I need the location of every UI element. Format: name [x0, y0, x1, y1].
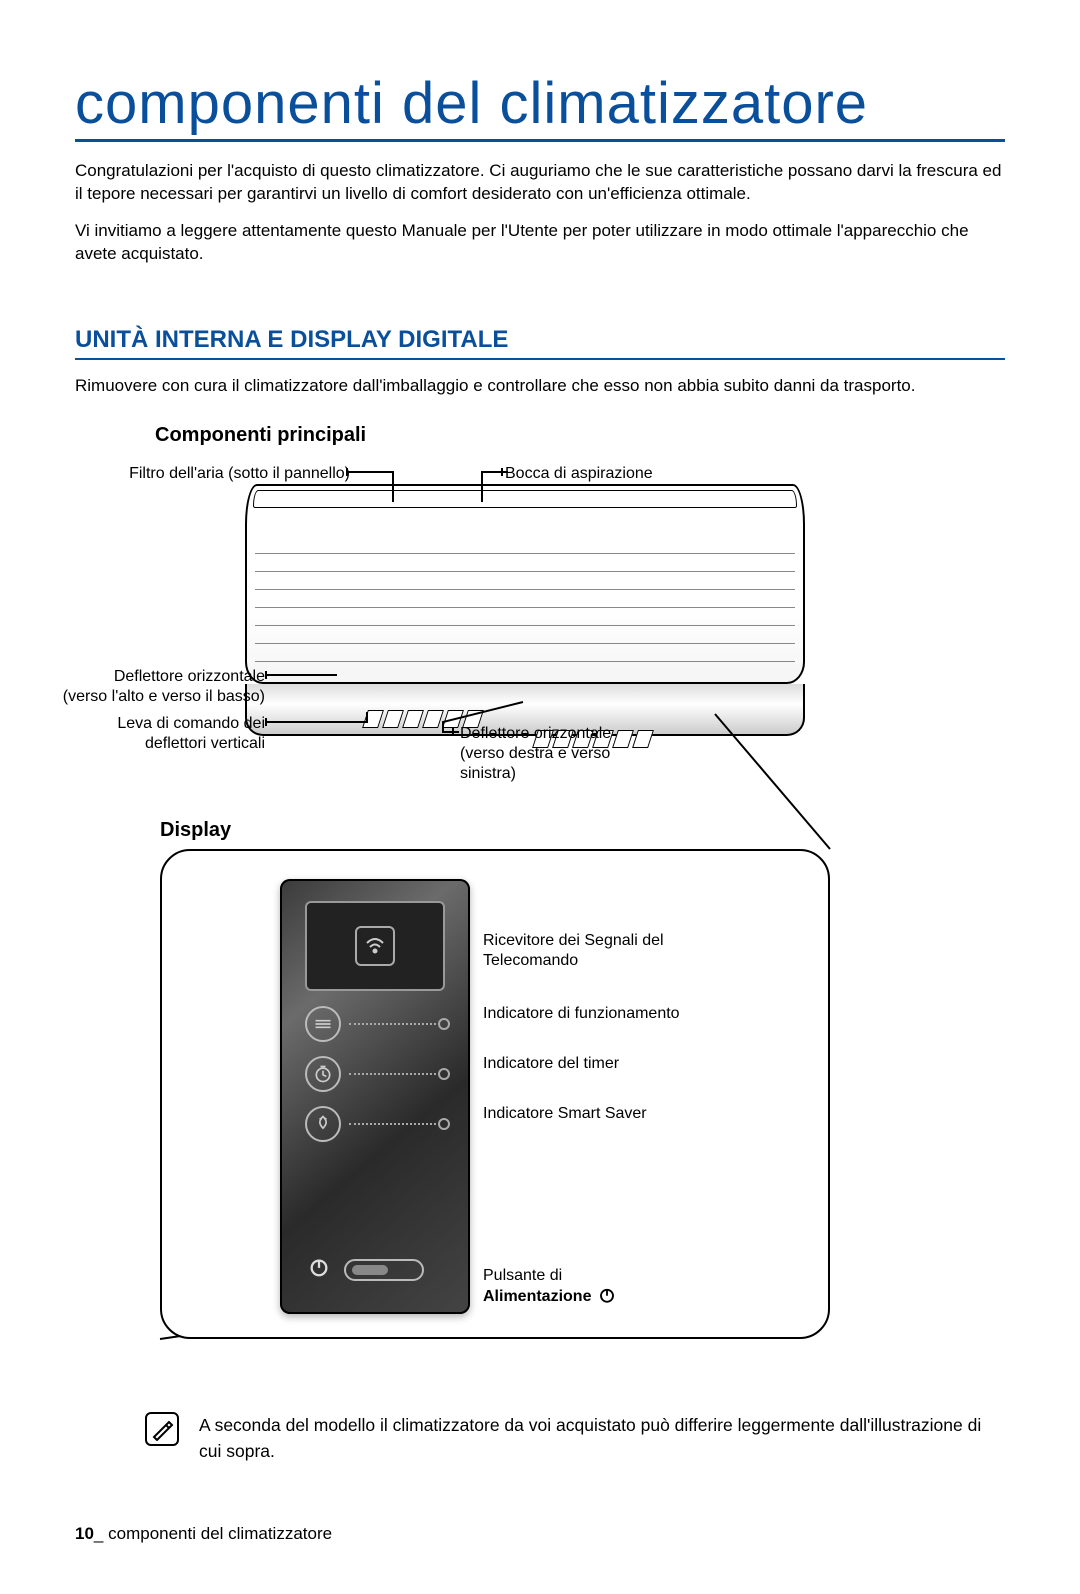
- diagram-area: Componenti principali Filtro dell'aria (…: [75, 424, 1005, 1394]
- power-icon: [308, 1256, 330, 1284]
- intro-paragraph-1: Congratulazioni per l'acquisto di questo…: [75, 160, 1005, 206]
- power-button-row: [308, 1256, 424, 1284]
- power-button[interactable]: [344, 1259, 424, 1281]
- label-ricevitore-2: Telecomando: [483, 951, 578, 971]
- operation-indicator-icon: [305, 1006, 341, 1042]
- label-alimentazione: Alimentazione: [483, 1286, 616, 1307]
- label-pulsante: Pulsante di: [483, 1266, 562, 1286]
- label-ricevitore: Ricevitore dei Segnali del: [483, 931, 664, 951]
- smart-saver-indicator-icon: [305, 1106, 341, 1142]
- section-subtext: Rimuovere con cura il climatizzatore dal…: [75, 374, 1005, 398]
- note-text: A seconda del modello il climatizzatore …: [199, 1412, 1005, 1465]
- timer-indicator-icon: [305, 1056, 341, 1092]
- label-ind-timer: Indicatore del timer: [483, 1054, 619, 1074]
- display-panel: [280, 879, 470, 1314]
- section-heading: UNITÀ INTERNA E DISPLAY DIGITALE: [75, 326, 1005, 360]
- page-title: componenti del climatizzatore: [75, 70, 1005, 142]
- remote-receiver-icon: [305, 901, 445, 991]
- page-number: 10: [75, 1524, 94, 1543]
- label-ind-smart: Indicatore Smart Saver: [483, 1104, 647, 1124]
- label-ind-funz: Indicatore di funzionamento: [483, 1004, 680, 1024]
- intro-paragraph-2: Vi invitiamo a leggere attentamente ques…: [75, 220, 1005, 266]
- page-footer: 10_ componenti del climatizzatore: [75, 1524, 1005, 1544]
- subheading-display: Display: [160, 819, 231, 842]
- note-icon: [145, 1412, 179, 1446]
- note-block: A seconda del modello il climatizzatore …: [75, 1412, 1005, 1465]
- footer-text: componenti del climatizzatore: [108, 1524, 332, 1543]
